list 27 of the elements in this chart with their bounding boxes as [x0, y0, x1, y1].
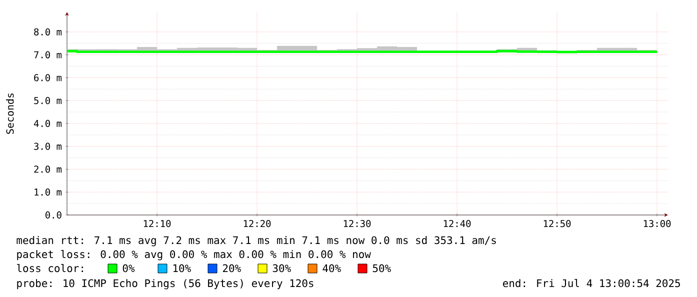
- x-tick-label: 12:10: [144, 220, 171, 228]
- x-tick-label: 13:00: [644, 220, 671, 228]
- y-tick-label: 0.0: [46, 211, 62, 219]
- legend-label: 0%: [122, 264, 135, 272]
- y-tick-label: 5.0 m: [34, 96, 62, 104]
- text: probe: 10 ICMP Echo Pings (56 Bytes) every 120s: [17, 279, 314, 290]
- legend-label: 10%: [173, 264, 191, 272]
- y-tick-label: 8.0 m: [34, 28, 62, 36]
- y-tick-label: 3.0 m: [34, 142, 62, 150]
- x-tick-label: 12:20: [244, 220, 271, 228]
- x-tick-label: 12:40: [444, 220, 471, 228]
- y-tick-label: 1.0 m: [34, 188, 62, 196]
- y-tick-label: 7.0 m: [34, 51, 62, 58]
- x-tick-label: 12:50: [544, 220, 571, 228]
- text: median rtt: 7.1 ms avg 7.2 ms max 7.1 ms min 7.1 ms now 0.0 ms sd 353.1 am/s: [16, 236, 496, 246]
- y-tick-label: 4.0 m: [34, 120, 62, 128]
- text: end: Fri Jul 4 13:00:54 2025: [502, 279, 680, 288]
- y-axis-title: Seconds: [6, 93, 14, 134]
- legend-label: 30%: [272, 264, 291, 272]
- x-tick-label: 12:30: [344, 220, 371, 228]
- legend-title: loss color:: [17, 264, 83, 272]
- text: packet loss: 0.00 % avg 0.00 % max 0.00 % min 0.00 % now: [17, 250, 371, 260]
- legend-label: 40%: [322, 264, 341, 272]
- legend-label: 20%: [222, 264, 241, 272]
- y-tick-label: 2.0 m: [34, 166, 62, 173]
- legend-label: 50%: [372, 264, 391, 272]
- y-tick-label: 6.0 m: [34, 74, 62, 82]
